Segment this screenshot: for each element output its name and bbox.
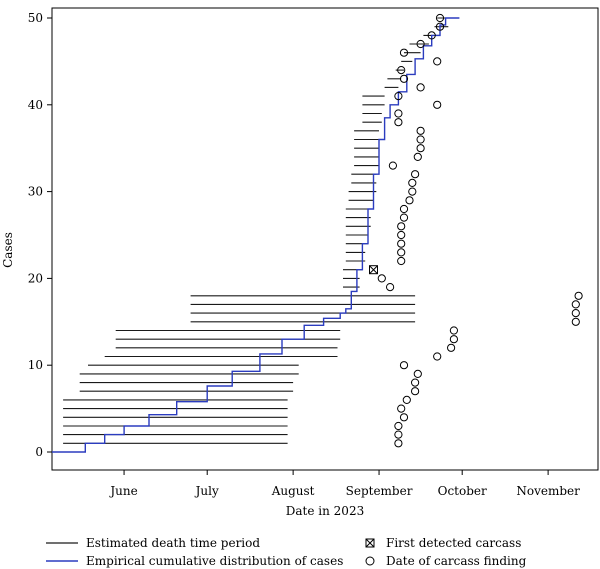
carcass-finding-point <box>449 326 458 335</box>
carcass-finding-point <box>413 152 422 161</box>
carcass-finding-point <box>411 378 420 387</box>
carcass-finding-point <box>408 178 417 187</box>
first-detected-cross <box>369 265 378 275</box>
legend-label-ecdf: Empirical cumulative distribution of cas… <box>86 554 343 568</box>
carcass-finding-point <box>411 387 420 396</box>
x-tick-label: November <box>516 484 580 498</box>
plot-frame <box>51 7 599 471</box>
carcass-finding-point <box>571 300 580 309</box>
carcass-finding-point <box>447 343 456 352</box>
carcass-finding-point <box>416 135 425 144</box>
legend: Estimated death time period Empirical cu… <box>46 536 527 568</box>
carcass-finding-point <box>435 22 445 31</box>
carcass-finding-point <box>399 48 409 57</box>
carcass-finding-point <box>388 161 397 170</box>
first-detected-layer <box>369 265 378 275</box>
carcass-finding-point <box>394 421 403 431</box>
carcass-finding-point <box>386 283 395 292</box>
x-tick-label: June <box>108 484 137 498</box>
carcass-finding-point <box>571 309 580 318</box>
carcass-finding-point <box>397 404 406 413</box>
carcass-finding-point <box>377 274 386 283</box>
carcass-finding-point <box>449 335 458 344</box>
carcass-finding-point <box>397 256 406 266</box>
carcass-finding-point <box>402 395 411 404</box>
carcass-finding-point <box>571 317 580 326</box>
carcass-finding-point <box>433 57 442 66</box>
carcass-finding-point <box>399 213 409 222</box>
carcass-finding-point <box>408 187 417 196</box>
carcass-finding-point <box>394 430 403 439</box>
y-tick-label: 40 <box>28 98 43 112</box>
carcass-findings-layer <box>377 13 583 448</box>
carcass-finding-point <box>399 413 409 422</box>
carcass-finding-point <box>435 13 445 23</box>
y-tick-label: 50 <box>28 11 43 25</box>
y-tick-label: 0 <box>35 445 43 459</box>
carcass-finding-point <box>413 369 422 378</box>
carcass-finding-point <box>416 39 425 49</box>
carcass-finding-point <box>394 92 403 101</box>
carcass-finding-point <box>427 31 436 40</box>
carcass-finding-point <box>416 83 425 92</box>
carcass-finding-point <box>399 361 409 370</box>
death-periods-layer <box>63 17 454 444</box>
x-tick-label: October <box>438 484 487 498</box>
carcass-finding-point <box>399 204 409 214</box>
y-axis-label: Cases <box>1 232 15 268</box>
legend-label-finding: Date of carcass finding <box>386 554 527 568</box>
carcass-finding-point <box>394 439 403 448</box>
carcass-finding-point <box>397 222 406 231</box>
axes-layer: 0 10 20 30 40 50 June July August September Octobe… <box>28 11 580 498</box>
x-tick-label: July <box>194 484 219 498</box>
first-detected-marker <box>369 265 378 275</box>
y-tick-label: 30 <box>28 185 43 199</box>
y-tick-label: 20 <box>28 271 43 285</box>
x-axis-label: Date in 2023 <box>286 504 364 518</box>
carcass-finding-point <box>397 66 406 75</box>
carcass-finding-point <box>433 352 442 361</box>
carcass-finding-point <box>416 144 425 153</box>
y-tick-label: 10 <box>28 358 43 372</box>
legend-label-periods: Estimated death time period <box>86 536 260 550</box>
carcass-finding-point <box>411 170 420 179</box>
carcass-finding-point <box>397 230 406 240</box>
x-tick-label: September <box>346 484 413 498</box>
carcass-finding-point <box>397 239 406 248</box>
legend-label-first: First detected carcass <box>386 536 521 550</box>
carcass-finding-point <box>394 118 403 127</box>
carcass-finding-point <box>399 74 409 83</box>
carcass-finding-point <box>394 109 403 118</box>
legend-swatch-finding <box>365 556 375 566</box>
legend-swatch-first <box>365 538 375 548</box>
x-tick-label: August <box>271 484 315 498</box>
carcass-finding-point <box>574 291 583 300</box>
carcass-finding-point <box>416 126 425 135</box>
carcass-finding-point <box>397 248 406 257</box>
carcass-finding-point <box>433 100 442 109</box>
carcass-finding-point <box>405 196 414 205</box>
ecdf-series-line <box>52 17 460 453</box>
